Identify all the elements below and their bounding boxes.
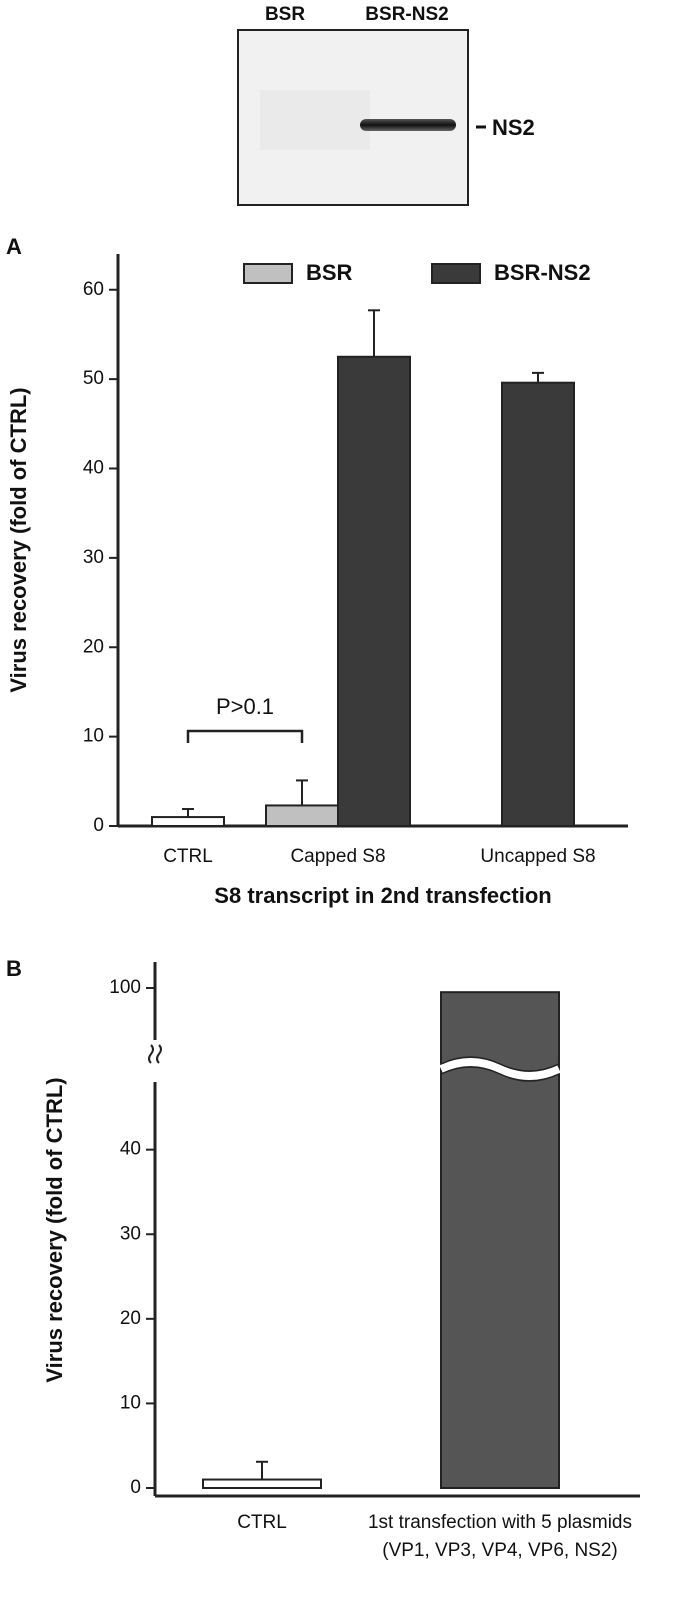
- blot-band: [360, 119, 456, 131]
- y-tick-label: 10: [120, 1392, 141, 1413]
- legend-label: BSR-NS2: [494, 260, 591, 285]
- bar: [265, 804, 339, 827]
- x-tick-label: Uncapped S8: [480, 846, 595, 867]
- bar-break-edge: [440, 1056, 560, 1072]
- panel-label: B: [6, 956, 22, 981]
- bar-break: [439, 1058, 561, 1080]
- blot-smear: [260, 90, 370, 150]
- y-tick-label: 50: [83, 368, 104, 389]
- y-tick-label: 40: [120, 1139, 141, 1160]
- x-tick-label: CTRL: [163, 846, 213, 867]
- y-tick-label: 40: [83, 458, 104, 479]
- y-tick-label: 20: [120, 1308, 141, 1329]
- y-axis-title: Virus recovery (fold of CTRL): [42, 1077, 67, 1382]
- lane-label: BSR: [265, 4, 305, 25]
- legend-label: BSR: [306, 260, 353, 285]
- y-tick-label: 0: [93, 815, 104, 836]
- y-tick-label: 30: [83, 547, 104, 568]
- bar: [501, 381, 575, 827]
- panel-label: A: [6, 234, 22, 259]
- y-tick-label: 100: [109, 977, 141, 998]
- axis-break: [148, 1044, 162, 1064]
- y-tick-label: 60: [83, 279, 104, 300]
- bar: [202, 1478, 322, 1489]
- annotation: P>0.1: [216, 694, 274, 719]
- legend-swatch: [243, 263, 293, 284]
- x-tick-label: CTRL: [237, 1512, 287, 1533]
- bar: [151, 816, 225, 827]
- x-tick-label: Capped S8: [290, 846, 385, 867]
- significance-bracket: [186, 729, 304, 743]
- x-tick-label: 1st transfection with 5 plasmids: [368, 1512, 632, 1533]
- y-tick-label: 10: [83, 726, 104, 747]
- y-tick-label: 20: [83, 636, 104, 657]
- blot: BSR BSR-NS2 NS2: [237, 4, 535, 206]
- x-tick-label: (VP1, VP3, VP4, VP6, NS2): [382, 1540, 618, 1561]
- band-label: NS2: [492, 115, 535, 140]
- y-axis-title: Virus recovery (fold of CTRL): [6, 387, 31, 692]
- y-tick-label: 0: [130, 1477, 141, 1498]
- legend-swatch: [431, 263, 481, 284]
- lane-label: BSR-NS2: [365, 4, 448, 25]
- bar: [337, 355, 411, 827]
- bar-break-edge: [440, 1066, 560, 1082]
- x-axis-title: S8 transcript in 2nd transfection: [214, 883, 551, 908]
- y-tick-label: 30: [120, 1223, 141, 1244]
